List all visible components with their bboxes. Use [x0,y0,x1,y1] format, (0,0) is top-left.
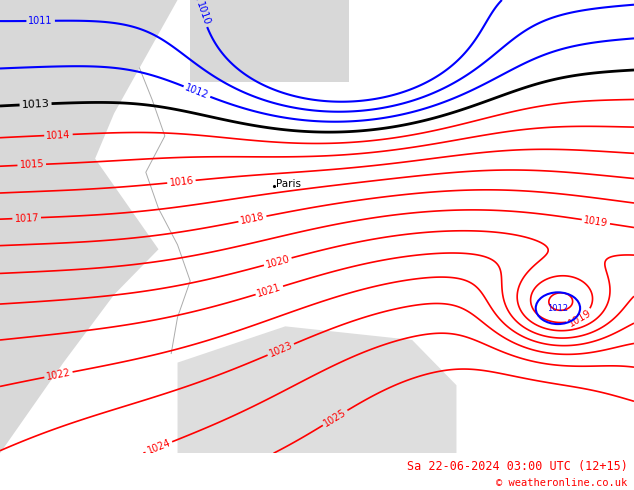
Polygon shape [178,326,456,453]
Text: Sa 22-06-2024 03:00 UTC (12+15): Sa 22-06-2024 03:00 UTC (12+15) [407,460,628,473]
Text: Surface pressure [hPa] Arpege-eu: Surface pressure [hPa] Arpege-eu [6,461,235,474]
Text: 1019: 1019 [583,215,609,228]
Text: 1013: 1013 [22,98,50,110]
Text: 1015: 1015 [19,159,44,171]
Text: Paris: Paris [276,178,301,189]
Text: 1012: 1012 [184,82,210,101]
Text: 1024: 1024 [146,438,172,456]
Text: 1020: 1020 [264,254,291,270]
Polygon shape [0,0,178,453]
Text: 1011: 1011 [29,16,53,26]
Text: 1010: 1010 [193,0,211,27]
Polygon shape [190,0,349,82]
Text: 1012: 1012 [547,304,569,313]
Text: 1023: 1023 [268,340,294,359]
Text: 1019: 1019 [567,307,593,328]
Text: © weatheronline.co.uk: © weatheronline.co.uk [496,478,628,489]
Text: 1014: 1014 [46,129,71,141]
Text: 1018: 1018 [240,212,266,226]
Text: 1021: 1021 [256,282,283,299]
Text: 1025: 1025 [322,407,348,429]
Text: 1017: 1017 [14,213,39,223]
Text: 1022: 1022 [46,368,72,382]
Text: 1016: 1016 [169,175,194,188]
